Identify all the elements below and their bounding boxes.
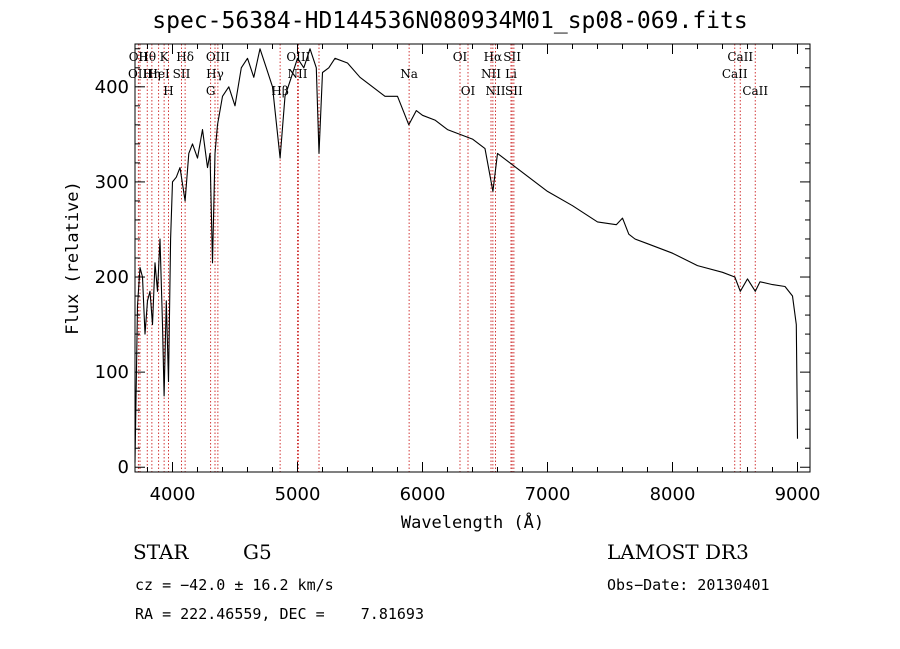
marker-label: Hδ	[176, 50, 194, 64]
redshift-velocity: cz = −42.0 ± 16.2 km/s	[135, 576, 334, 594]
marker-label: CaII	[742, 84, 768, 98]
y-axis-label: Flux (relative)	[63, 181, 83, 335]
marker-label: SII	[505, 84, 523, 98]
marker-label: HeI	[147, 67, 170, 81]
y-tick-label: 200	[95, 267, 129, 288]
marker-label: Hβ	[271, 84, 288, 98]
marker-label: Hγ	[206, 67, 224, 81]
marker-label: NII	[486, 84, 506, 98]
marker-label: K	[160, 50, 170, 64]
marker-label: CaII	[722, 67, 748, 81]
marker-label: OIII	[206, 50, 230, 64]
x-tick-label: 7000	[525, 484, 571, 505]
x-tick-label: 6000	[400, 484, 446, 505]
marker-label: NII	[481, 67, 501, 81]
marker-label: OIII	[128, 67, 152, 81]
marker-label: Hη	[143, 67, 161, 81]
marker-label: Hθ	[138, 50, 156, 64]
y-tick-label: 300	[95, 172, 129, 193]
y-tick-label: 0	[118, 457, 129, 478]
marker-label: SII	[173, 67, 191, 81]
marker-label: Li	[505, 67, 517, 81]
coordinates: RA = 222.46559, DEC = 7.81693	[135, 605, 424, 623]
marker-label: SII	[503, 50, 521, 64]
marker-label: CaII	[727, 50, 753, 64]
marker-label: Hα	[484, 50, 503, 64]
chart-title: spec-56384-HD144536N080934M01_sp08-069.f…	[152, 8, 748, 34]
x-tick-label: 8000	[650, 484, 696, 505]
marker-label: G	[206, 84, 216, 98]
observation-date: Obs−Date: 20130401	[607, 576, 770, 594]
x-axis-label: Wavelength (Å)	[401, 511, 544, 533]
plot-frame	[134, 43, 811, 473]
marker-label: OI	[453, 50, 468, 64]
x-axis: 4000 5000 6000 7000 8000 9000	[147, 44, 821, 505]
marker-label: H	[163, 84, 173, 98]
marker-label: NII	[288, 67, 308, 81]
object-type: STAR	[133, 540, 189, 564]
y-tick-label: 400	[95, 77, 129, 98]
marker-label: OIII	[286, 50, 310, 64]
object-class: G5	[243, 540, 272, 564]
marker-label: Na	[400, 67, 418, 81]
spectrum-line	[134, 48, 799, 463]
x-tick-label: 4000	[150, 484, 196, 505]
marker-label: OII	[129, 50, 149, 64]
y-tick-label: 100	[95, 362, 129, 383]
survey-name: LAMOST DR3	[607, 540, 749, 564]
x-tick-label: 5000	[275, 484, 321, 505]
x-tick-label: 9000	[775, 484, 821, 505]
marker-label: OI	[461, 84, 476, 98]
emission-line-markers	[137, 44, 756, 472]
y-axis: 0 100 200 300 400	[95, 48, 810, 478]
